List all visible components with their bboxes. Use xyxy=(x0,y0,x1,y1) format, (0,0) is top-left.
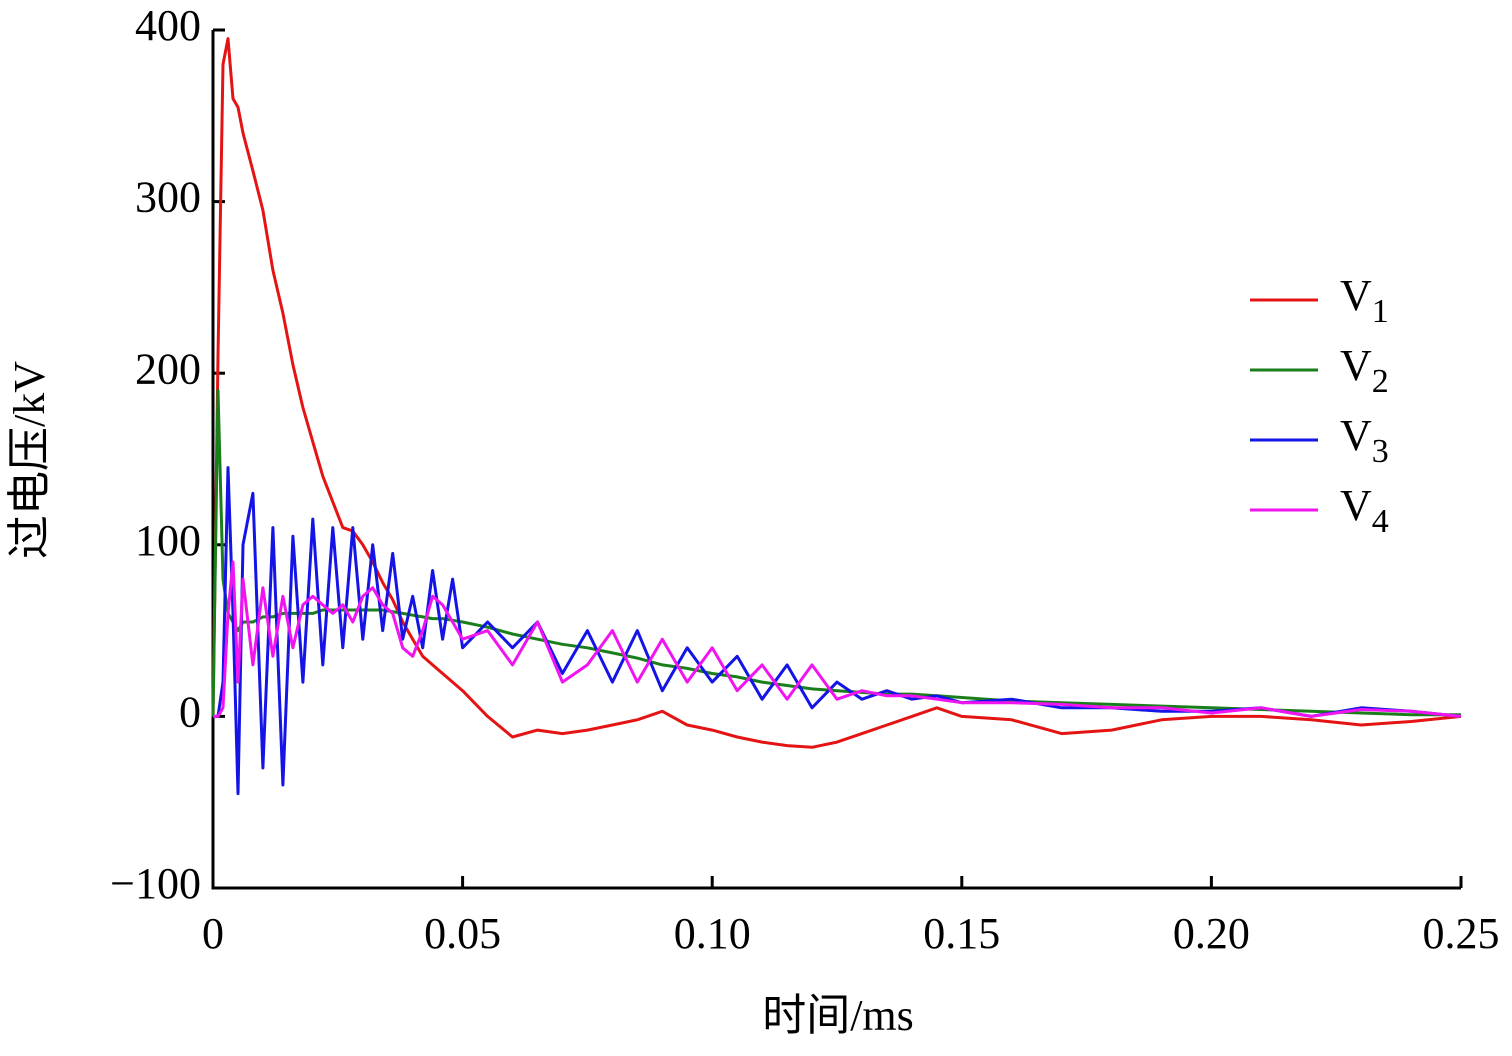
series-line xyxy=(213,560,1462,718)
x-tick-label: 0 xyxy=(202,909,224,958)
y-tick-label: 400 xyxy=(135,1,201,50)
x-tick-label: 0.15 xyxy=(923,909,1000,958)
legend-label: V4 xyxy=(1340,481,1389,540)
legend-label: V2 xyxy=(1340,341,1389,400)
x-tick-label: 0.10 xyxy=(674,909,751,958)
series-line xyxy=(211,37,1462,749)
legend-label: V3 xyxy=(1340,411,1389,470)
x-tick-label: 0.05 xyxy=(424,909,501,958)
y-tick-label: 0 xyxy=(179,687,201,736)
x-axis-label: 时间/ms xyxy=(762,991,914,1040)
y-tick-label: 300 xyxy=(135,173,201,222)
y-tick-label: 200 xyxy=(135,344,201,393)
legend-subscript: 3 xyxy=(1372,433,1389,470)
axes xyxy=(211,30,1461,890)
y-tick-label: 100 xyxy=(135,516,201,565)
legend-subscript: 1 xyxy=(1372,293,1389,330)
legend-subscript: 2 xyxy=(1372,363,1389,400)
legend-subscript: 4 xyxy=(1372,503,1389,540)
x-tick-label: 0.20 xyxy=(1173,909,1250,958)
legend-label: V1 xyxy=(1340,271,1389,330)
y-tick-label: −100 xyxy=(110,859,201,908)
series-line xyxy=(213,466,1462,796)
x-tick-label: 0.25 xyxy=(1423,909,1500,958)
y-axis-label: 过电压/kV xyxy=(5,361,54,559)
